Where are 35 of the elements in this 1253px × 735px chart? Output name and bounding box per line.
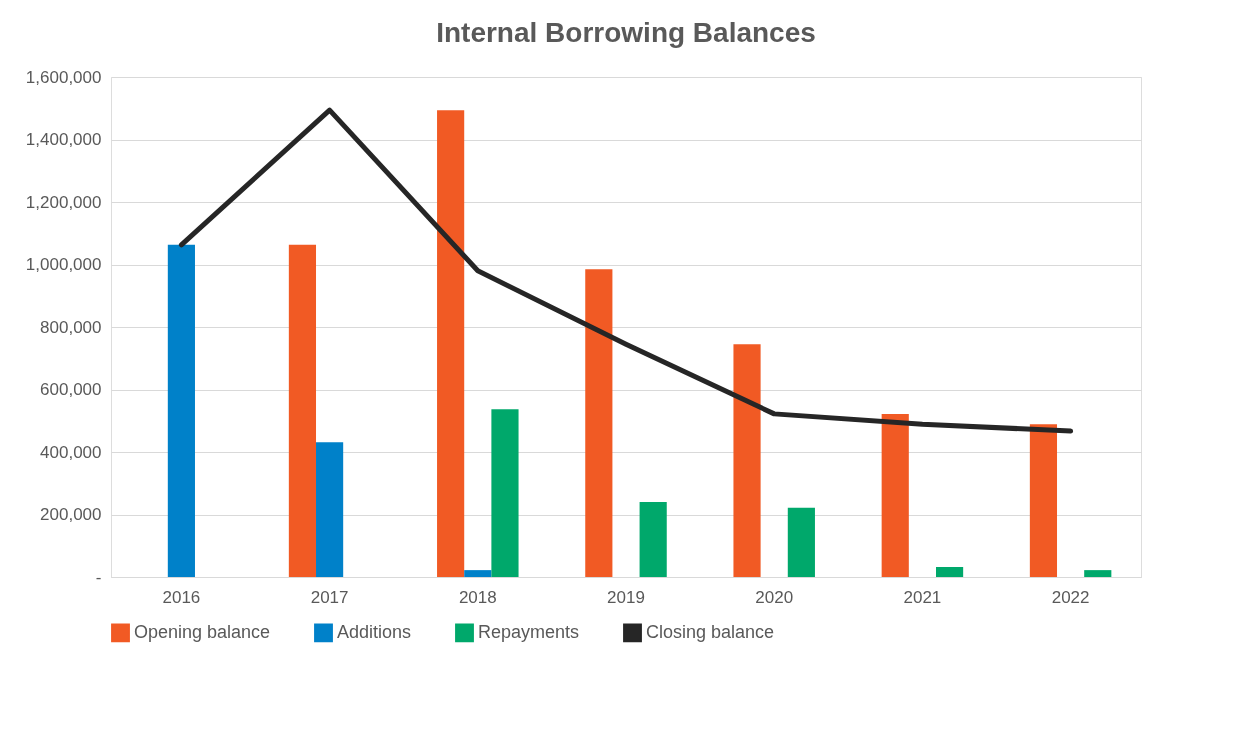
y-tick-label: 1,000,000: [25, 255, 102, 274]
x-tick-label: 2021: [903, 587, 942, 607]
bar: [639, 502, 667, 577]
bar: [316, 442, 344, 577]
bar: [437, 110, 465, 577]
x-tick-label: 2017: [310, 587, 349, 607]
bar: [881, 413, 909, 577]
y-tick-label: 1,200,000: [25, 192, 102, 212]
bar: [167, 244, 195, 577]
x-tick-label: 2016: [162, 587, 201, 607]
y-tick-label: 800,000: [40, 317, 102, 337]
bar: [288, 244, 317, 577]
y-tick-label: 400,000: [40, 442, 102, 462]
y-tick-label: 600,000: [40, 380, 102, 399]
legend-label: Repayments: [478, 621, 580, 642]
bar: [935, 567, 964, 577]
y-tick-label: 200,000: [40, 505, 102, 524]
chart-title: Internal Borrowing Balances: [436, 17, 816, 48]
y-tick-label: 1,400,000: [25, 130, 102, 149]
bar: [733, 344, 761, 577]
bar: [787, 507, 815, 577]
x-tick-label: 2018: [458, 587, 497, 607]
x-tick-label: 2022: [1051, 587, 1090, 607]
bar: [464, 570, 492, 577]
legend-label: Closing balance: [646, 621, 775, 642]
y-tick-label: 1,600,000: [25, 67, 102, 87]
legend-label: Opening balance: [134, 621, 271, 642]
x-tick-label: 2019: [607, 587, 645, 607]
bar: [585, 269, 613, 577]
y-tick-label: -: [95, 567, 102, 587]
bar: [1029, 424, 1058, 577]
x-tick-label: 2020: [755, 587, 794, 607]
legend-label: Additions: [337, 621, 412, 642]
bar: [1084, 570, 1112, 577]
bar: [491, 409, 519, 577]
